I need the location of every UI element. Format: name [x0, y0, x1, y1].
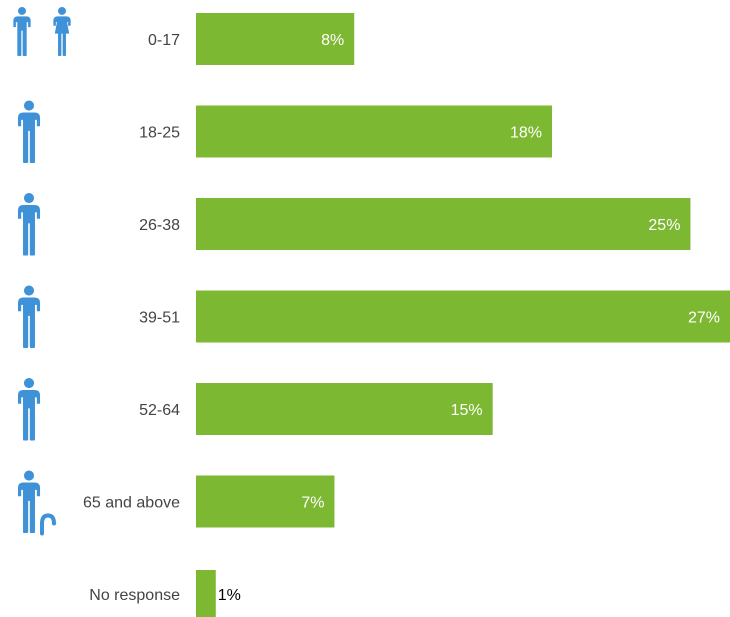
- adult-icon: [17, 100, 41, 164]
- bar: [196, 383, 493, 435]
- bar: [196, 13, 355, 65]
- adult-icon: [17, 285, 41, 349]
- children-icon: [13, 7, 71, 56]
- bar: [196, 570, 216, 617]
- adult-icon: [17, 193, 41, 256]
- bar: [196, 105, 552, 158]
- value-label: 8%: [321, 32, 344, 49]
- category-label: 18-25: [139, 125, 180, 142]
- bar: [196, 475, 335, 528]
- category-label: 52-64: [139, 402, 180, 419]
- adult-icon: [17, 378, 41, 441]
- category-label: No response: [89, 587, 180, 604]
- bar: [196, 198, 691, 250]
- value-label: 7%: [301, 495, 324, 512]
- category-label: 65 and above: [83, 495, 180, 512]
- value-label: 27%: [688, 310, 720, 327]
- value-label: 15%: [451, 402, 483, 419]
- value-label: 1%: [218, 587, 241, 604]
- category-label: 26-38: [139, 217, 180, 234]
- category-label: 39-51: [139, 310, 180, 327]
- value-label: 25%: [648, 217, 680, 234]
- category-label: 0-17: [148, 32, 180, 49]
- elderly-with-cane-icon: [17, 470, 56, 536]
- value-label: 18%: [510, 125, 542, 142]
- bar: [196, 290, 730, 343]
